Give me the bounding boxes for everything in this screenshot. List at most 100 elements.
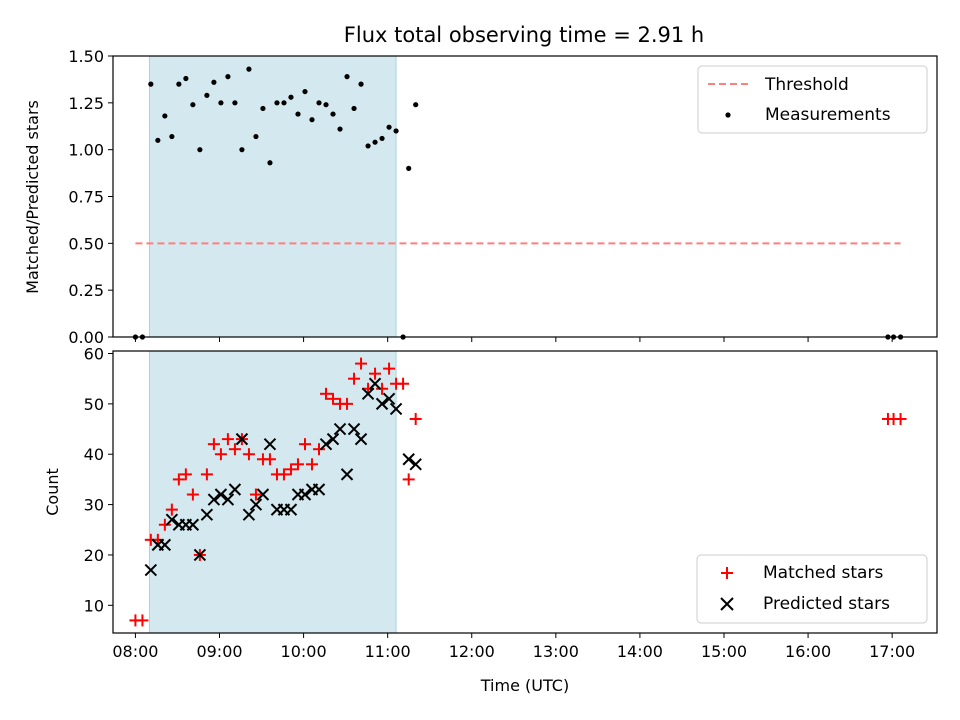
matched-star-point <box>327 392 340 405</box>
predicted-star-point <box>312 483 326 496</box>
legend-predicted-marker <box>720 597 734 611</box>
matched-star-point <box>313 443 325 456</box>
predicted-star-point <box>333 422 347 436</box>
legend-measurements-label: Measurements <box>765 105 891 125</box>
measurement-point <box>344 74 350 80</box>
matched-star-point <box>894 412 907 425</box>
matched-star-point <box>207 438 220 451</box>
bottom-panel: 10 20 30 40 50 60 08:00 09:00 10:00 11:00 12:00 13:… <box>43 345 938 695</box>
matched-star-point <box>383 362 396 375</box>
measurement-point <box>176 81 182 87</box>
x-tick-label: 08:00 <box>112 642 158 661</box>
predicted-star-point <box>200 508 214 521</box>
matched-star-point <box>249 488 262 501</box>
measurement-point <box>323 102 329 108</box>
bot-y-tick-label: 10 <box>84 596 104 615</box>
bottom-axis-ticks: 10 20 30 40 50 60 08:00 09:00 10:00 11:00 12:00 13:… <box>84 345 916 661</box>
x-tick-label: 17:00 <box>869 642 915 661</box>
x-tick-label: 14:00 <box>617 642 663 661</box>
measurement-point <box>218 100 224 106</box>
top-legend: Threshold Measurements <box>697 65 928 134</box>
bottom-legend: Matched stars Predicted stars <box>696 554 928 624</box>
predicted-star-point <box>186 518 200 531</box>
measurement-point <box>316 100 322 106</box>
predicted-star-point <box>165 513 179 526</box>
predicted-star-point <box>207 493 221 506</box>
matched-star-point <box>214 448 227 461</box>
bottom-legend-box <box>696 554 928 624</box>
measurement-point <box>281 100 287 106</box>
matched-star-point <box>186 488 199 501</box>
matched-star-point <box>277 468 290 481</box>
bottom-plot-frame <box>112 350 938 634</box>
predicted-star-point <box>409 458 422 471</box>
predicted-star-point <box>263 437 277 451</box>
matched-star-point <box>242 448 255 461</box>
matched-star-point <box>320 387 333 400</box>
measurement-point <box>239 147 245 153</box>
matched-star-point <box>402 473 415 486</box>
measurement-point <box>162 113 168 119</box>
measurement-point <box>211 79 217 85</box>
measurement-point <box>337 126 343 132</box>
matched-star-point <box>341 397 354 410</box>
legend-matched-label: Matched stars <box>763 563 883 583</box>
measurement-point <box>225 74 231 80</box>
predicted-star-point <box>228 483 242 496</box>
top-y-tick-label: 0.50 <box>68 234 104 253</box>
predicted-star-point <box>361 387 375 401</box>
matched-star-point <box>305 458 318 471</box>
matched-star-point <box>409 412 422 425</box>
matched-star-point <box>221 433 234 446</box>
predicted-star-point <box>242 508 256 521</box>
measurement-point <box>358 81 364 87</box>
matched-star-point <box>348 372 361 385</box>
matched-star-point <box>228 443 241 456</box>
measurement-point <box>155 137 161 143</box>
x-tick-label: 13:00 <box>533 642 579 661</box>
predicted-star-point <box>368 377 382 390</box>
top-legend-box <box>697 65 928 134</box>
measurement-point <box>413 102 419 108</box>
predicted-star-point <box>389 402 403 416</box>
matched-star-point <box>136 614 149 627</box>
top-y-tick-label: 0.00 <box>68 328 104 347</box>
x-tick-label: 15:00 <box>701 642 747 661</box>
x-tick-label: 09:00 <box>196 642 242 661</box>
predicted-star-point <box>158 538 172 552</box>
predicted-star-point <box>214 488 228 501</box>
predicted-star-point <box>284 503 298 516</box>
measurement-point <box>309 117 315 123</box>
predicted-star-point <box>235 432 249 446</box>
measurement-point <box>393 128 399 134</box>
predicted-star-point <box>326 432 340 446</box>
matched-star-point <box>158 518 171 531</box>
matched-star-point <box>200 468 213 481</box>
top-y-tick-label: 1.25 <box>68 94 104 113</box>
measurement-point <box>232 100 238 106</box>
matched-star-point <box>397 377 410 390</box>
bottom-y-axis-label: Count <box>43 468 62 516</box>
measurement-point <box>406 165 412 171</box>
measurement-point <box>267 160 273 166</box>
predicted-star-point <box>319 437 333 451</box>
matched-star-point <box>355 357 368 370</box>
top-plot-frame <box>112 55 938 338</box>
top-plot-marks <box>132 66 904 340</box>
bottom-shaded-span <box>148 350 397 634</box>
predicted-star-point <box>354 432 368 446</box>
predicted-star-point <box>221 493 235 506</box>
measurement-point <box>351 105 357 112</box>
x-tick-label: 11:00 <box>365 642 411 661</box>
measurement-point <box>379 135 385 142</box>
legend-predicted-label: Predicted stars <box>763 594 890 614</box>
measurement-point <box>190 102 196 108</box>
bot-y-tick-label: 50 <box>84 395 104 414</box>
top-y-tick-label: 1.00 <box>68 141 104 160</box>
bottom-plot-marks <box>129 357 907 627</box>
top-y-axis-label: Matched/Predicted stars <box>23 100 42 294</box>
predicted-star-point <box>375 397 389 411</box>
bot-y-tick-label: 40 <box>84 445 104 464</box>
measurement-point <box>302 88 308 95</box>
measurement-point <box>169 133 175 140</box>
